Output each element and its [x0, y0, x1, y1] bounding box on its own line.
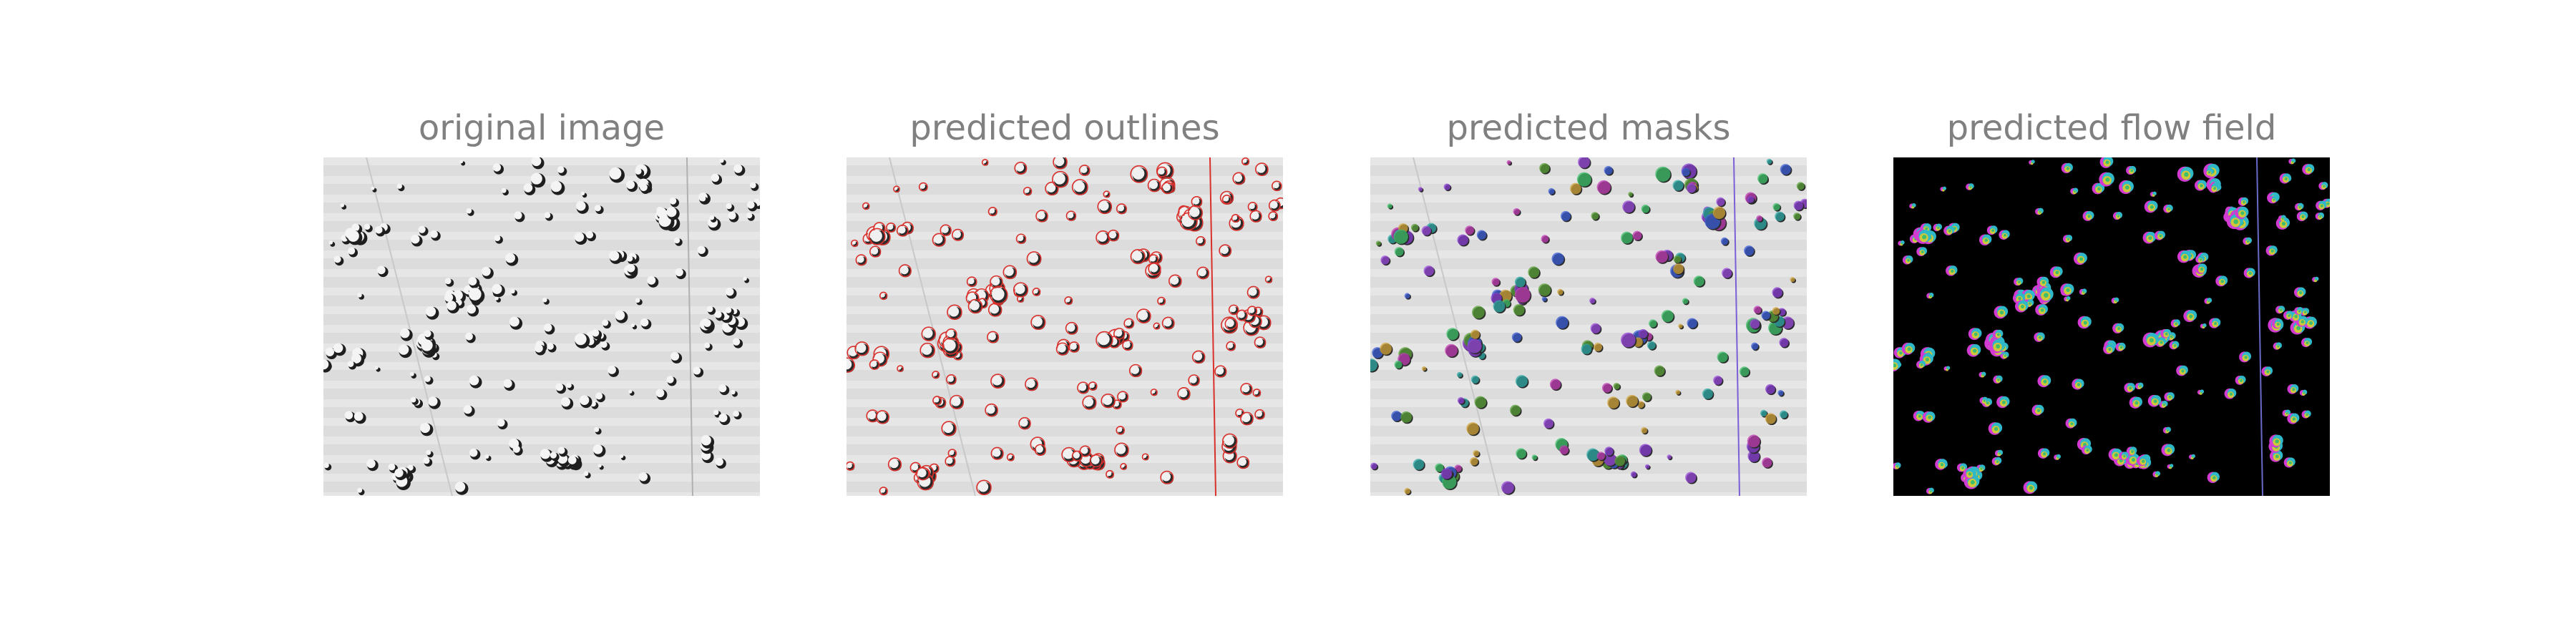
predicted-outlines-image	[847, 157, 1283, 496]
predicted-flow-field-image	[1893, 157, 2330, 496]
original-image	[323, 157, 760, 496]
panel-title-original: original image	[418, 108, 665, 148]
panel-title-outlines: predicted outlines	[909, 108, 1220, 148]
panel-title-flow: predicted flow field	[1946, 108, 2277, 148]
panel-title-masks: predicted masks	[1446, 108, 1731, 148]
predicted-masks-image	[1370, 157, 1807, 496]
